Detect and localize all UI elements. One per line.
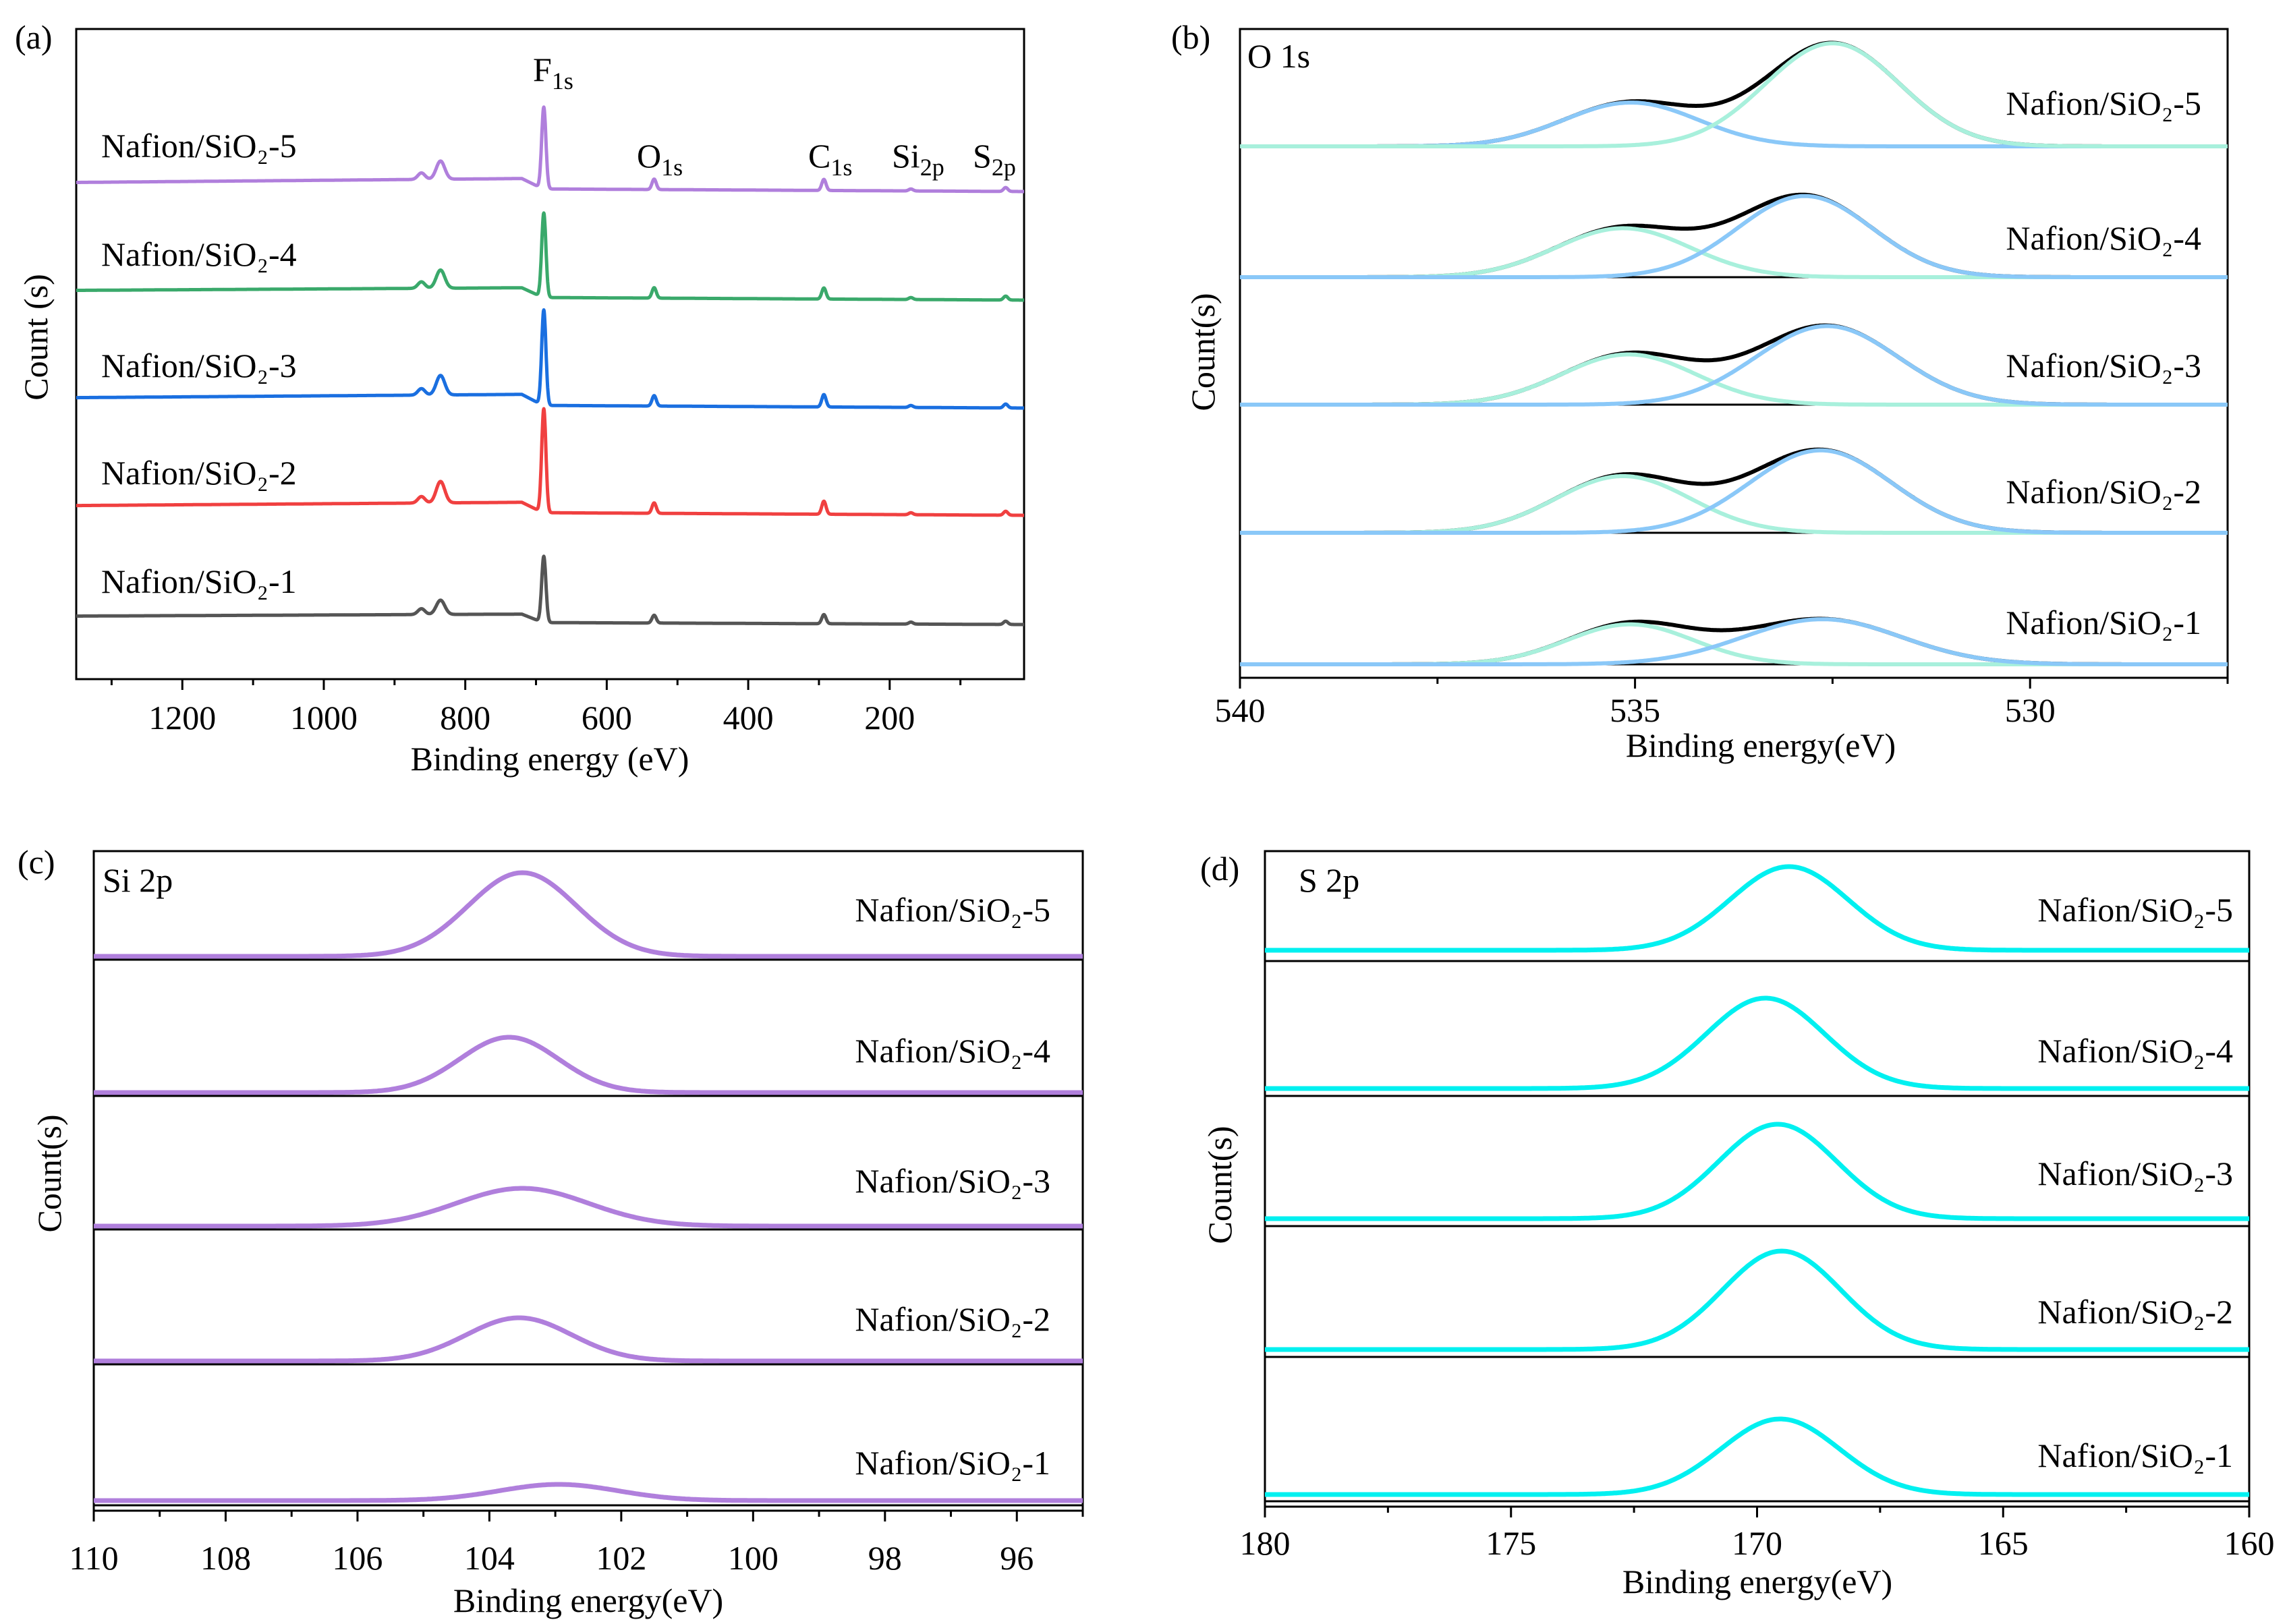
series-label: Nafion/SiO₂-1 [855,1444,1050,1482]
peak-annotation-main: Si [892,137,920,175]
peak-annotation-main: O [637,137,661,175]
si2p-spectrum-line [92,1035,1084,1095]
survey-spectrum-line [75,554,1025,627]
panel-a-x-axis-title: Binding energy (eV) [411,740,689,778]
x-tick-label: 535 [1610,691,1660,729]
series-label: Nafion/SiO₂-3 [2037,1155,2233,1192]
panel-a-frame [75,28,1025,680]
panel-d-y-axis-title: Count(s) [1201,1126,1239,1244]
peak-annotation-main: F [533,51,552,88]
peak-annotation-sub: 2p [920,154,944,181]
component-fit-line [1239,194,2228,279]
series-label: Nafion/SiO₂-5 [101,127,297,165]
x-tick-label: 96 [1000,1539,1034,1577]
peak-annotation-sub: 1s [830,154,852,181]
series-label: Nafion/SiO₂-3 [2006,347,2201,384]
component-fit-line [1239,617,2228,666]
panel-a-label: (a) [15,18,53,56]
x-tick-label: 165 [1978,1524,2029,1562]
component-fit-line [1239,41,2228,148]
series-label: Nafion/SiO₂-1 [2037,1437,2233,1474]
panel-c-x-axis-title: Binding energy(eV) [453,1582,723,1619]
peak-annotation-main: S [973,137,992,175]
panel-b-x-axis-title: Binding energy(eV) [1626,726,1896,764]
series-label: Nafion/SiO₂-5 [855,891,1050,929]
series-label: Nafion/SiO₂-1 [2006,604,2201,641]
si2p-spectrum-line [92,870,1084,959]
peak-annotation-main: C [808,137,830,175]
series-label: Nafion/SiO₂-2 [101,454,297,492]
x-tick-label: 102 [596,1539,646,1577]
series-label: Nafion/SiO₂-4 [855,1032,1050,1070]
survey-spectrum-line [75,105,1025,194]
series-label: Nafion/SiO₂-5 [2006,84,2201,122]
panel-d-label: (d) [1200,850,1239,888]
x-tick-label: 98 [868,1539,902,1577]
panel-d-title: S 2p [1299,861,1359,899]
panel-b-y-axis-title: Count(s) [1184,293,1222,411]
peak-annotation-sub: 2p [992,154,1016,181]
x-tick-label: 600 [582,699,632,736]
x-tick-label: 108 [200,1539,251,1577]
x-tick-label: 160 [2224,1524,2275,1562]
peak-annotation: Si2p [892,137,944,181]
x-tick-label: 800 [440,699,490,736]
panel-frame [92,850,1084,1512]
x-tick-label: 400 [723,699,774,736]
x-tick-label: 1200 [148,699,216,736]
survey-spectrum-line [75,308,1025,410]
panel-b-label: (b) [1171,18,1210,56]
s2p-spectrum-line [1264,864,2251,953]
s2p-spectrum-line [1264,995,2251,1091]
series-label: Nafion/SiO₂-4 [101,235,297,273]
x-tick-label: 530 [2005,691,2056,729]
x-tick-label: 100 [728,1539,779,1577]
peak-annotation: F1s [533,51,573,94]
peak-annotation: S2p [973,137,1016,181]
series-label: Nafion/SiO₂-5 [2037,891,2233,929]
component-fit-line [1239,448,2228,535]
panel-c-y-axis-title: Count(s) [30,1115,68,1233]
peak-annotation: O1s [637,137,683,181]
series-label: Nafion/SiO₂-4 [2037,1032,2233,1070]
si2p-spectrum-line [92,1315,1084,1364]
x-tick-label: 1000 [290,699,358,736]
s2p-spectrum-line [1264,1122,2251,1221]
x-tick-label: 106 [332,1539,383,1577]
series-label: Nafion/SiO₂-4 [2006,219,2201,257]
panel-c-label: (c) [18,843,55,881]
series-label: Nafion/SiO₂-1 [101,562,297,600]
panel-frame [1239,28,2229,679]
component-fit-line [1239,324,2228,407]
panel-d-x-axis-title: Binding energy(eV) [1622,1563,1892,1600]
panel-c-title: Si 2p [103,861,173,899]
x-tick-label: 180 [1240,1524,1291,1562]
peak-annotation-sub: 1s [552,67,573,94]
peak-annotation: C1s [808,137,852,181]
series-label: Nafion/SiO₂-3 [101,347,297,384]
panel-a-y-axis-title: Count (s) [17,274,55,401]
s2p-spectrum-line [1264,1416,2251,1497]
x-tick-label: 200 [864,699,915,736]
series-label: Nafion/SiO₂-3 [855,1162,1050,1200]
survey-spectrum-line [75,211,1025,302]
series-label: Nafion/SiO₂-2 [2006,473,2201,511]
series-label: Nafion/SiO₂-2 [855,1300,1050,1338]
s2p-spectrum-line [1264,1248,2251,1352]
x-tick-label: 540 [1215,691,1266,729]
si2p-spectrum-line [92,1186,1084,1229]
series-label: Nafion/SiO₂-2 [2037,1293,2233,1331]
si2p-spectrum-line [92,1482,1084,1503]
panel-b-title: O 1s [1247,37,1310,75]
x-tick-label: 104 [464,1539,515,1577]
x-tick-label: 110 [69,1539,118,1577]
x-tick-label: 170 [1732,1524,1782,1562]
x-tick-label: 175 [1486,1524,1536,1562]
survey-spectrum-line [75,407,1025,517]
peak-annotation-sub: 1s [661,154,683,181]
